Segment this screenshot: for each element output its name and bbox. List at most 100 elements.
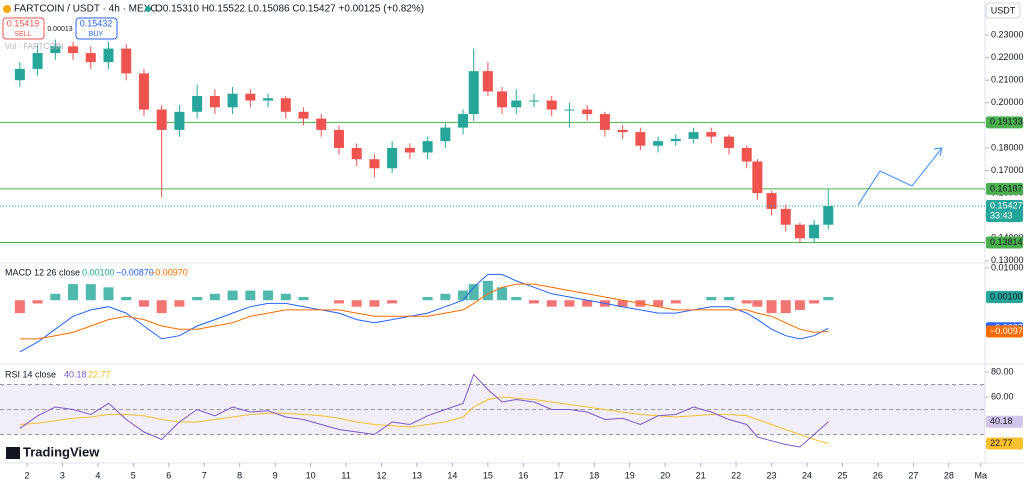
axis-tag: [986, 325, 1023, 338]
axis-tag-countdown: 33:43: [990, 210, 1013, 220]
candle-body: [192, 95, 203, 112]
signal-line: [19, 283, 829, 340]
y-tick-label: 0.18000: [991, 142, 1024, 152]
macd-histogram-bar: [482, 280, 493, 301]
candle-body: [635, 132, 646, 146]
macd-histogram-bar: [582, 300, 593, 307]
candle-body: [369, 159, 380, 169]
macd-histogram-bar: [546, 300, 557, 307]
ohlc: O0.15310 H0.15522 L0.15086 C0.15427 +0.0…: [155, 4, 424, 15]
macd-histogram-bar: [511, 297, 522, 301]
y-tick-label: 60.00: [991, 391, 1014, 401]
axis-tag: [986, 437, 1023, 450]
macd-histogram-bar: [174, 300, 185, 307]
macd-histogram-bar: [387, 300, 398, 304]
macd-histogram-bar: [617, 300, 628, 307]
volume-label: Vol · FARTCOIN: [5, 42, 64, 51]
y-tick-label: 0.20000: [991, 97, 1024, 107]
buy-price: 0.15432: [80, 18, 113, 28]
candle-body: [280, 98, 291, 112]
axis-tag-label: 0.00100: [990, 291, 1023, 301]
macd-histogram-bar: [245, 290, 256, 301]
macd-histogram-bar: [156, 300, 167, 314]
macd-histogram-bar: [32, 300, 43, 304]
sell-price: 0.15419: [7, 18, 40, 28]
macd-histogram-bar: [369, 300, 380, 307]
x-tick-label: 16: [518, 470, 528, 480]
sell-label: SELL: [14, 31, 31, 38]
macd-histogram-bar: [670, 300, 681, 304]
x-tick-label: 6: [166, 470, 171, 480]
candle-body: [50, 46, 61, 54]
macd-histogram-bar: [138, 300, 149, 307]
candle-body: [688, 132, 699, 139]
macd-histogram-bar: [809, 300, 820, 304]
candle-body: [599, 114, 610, 130]
logo: TradingView: [23, 444, 100, 459]
symbol: FARTCOIN / USDT · 4h · MEXC: [14, 4, 158, 15]
macd-histogram-bar: [752, 300, 763, 307]
candle-body: [387, 147, 398, 169]
x-tick-label: 4: [95, 470, 100, 480]
macd-histogram-bar: [780, 300, 791, 314]
rsi-line: [19, 373, 829, 448]
x-tick-label: 13: [412, 470, 422, 480]
candle-body: [794, 224, 805, 239]
currency-button[interactable]: [985, 2, 1021, 19]
candle-body: [706, 132, 717, 137]
macd-histogram-bar: [103, 287, 114, 301]
x-tick-label: 18: [589, 470, 599, 480]
x-tick-label: Ma: [974, 470, 987, 480]
candle-body: [316, 118, 327, 130]
axis-tag-label: 0.15427: [990, 200, 1023, 210]
indicator-title: MACD 12 26 close: [5, 267, 80, 277]
buy-label: BUY: [89, 31, 104, 38]
macd-histogram-bar: [68, 284, 79, 301]
macd-histogram-bar: [85, 284, 96, 301]
axis-tag: [986, 200, 1023, 223]
projection-arrow: [857, 147, 943, 206]
indicator-value: 0.00100: [82, 267, 115, 277]
candle-body: [528, 100, 539, 102]
macd-histogram-bar: [263, 290, 274, 301]
symbol-icon: [3, 5, 11, 13]
macd-histogram-bar: [121, 297, 132, 301]
candle-body: [723, 136, 734, 148]
candle-body: [298, 111, 309, 119]
candle-body: [546, 100, 557, 110]
macd-histogram-bar: [50, 293, 61, 301]
candle-body: [103, 48, 114, 63]
candle-body: [766, 193, 777, 209]
y-tick-label: 0.21000: [991, 75, 1024, 85]
sell-button[interactable]: [2, 17, 45, 40]
y-tick-label: 0.01000: [991, 262, 1024, 272]
candle-body: [138, 73, 149, 110]
candle-body: [404, 147, 415, 153]
candle-body: [617, 129, 628, 133]
x-tick-label: 5: [131, 470, 136, 480]
macd-line: [19, 273, 829, 353]
candle-body: [245, 93, 256, 101]
x-tick-label: 20: [660, 470, 670, 480]
buy-button[interactable]: [75, 17, 118, 40]
candle-body: [263, 98, 274, 101]
axis-tag-label: 0.19133: [990, 117, 1023, 127]
x-tick-label: 23: [767, 470, 777, 480]
x-tick-label: 28: [944, 470, 954, 480]
candle-body: [422, 141, 433, 153]
candle-body: [458, 114, 469, 128]
candle-body: [752, 161, 763, 194]
x-tick-label: 8: [237, 470, 242, 480]
spread: 0.00013: [47, 26, 72, 33]
x-tick-label: 9: [273, 470, 278, 480]
x-tick-label: 19: [625, 470, 635, 480]
candle-body: [121, 48, 132, 74]
candle-body: [440, 127, 451, 142]
axis-tag: [986, 182, 1023, 195]
axis-tag-label: −0.00970: [990, 326, 1024, 336]
axis-tag-label: 0.13814: [990, 237, 1023, 247]
macd-histogram-bar: [458, 290, 469, 301]
logo-icon: [6, 447, 20, 459]
y-tick-label: 0.22000: [991, 52, 1024, 62]
macd-histogram-bar: [192, 297, 203, 301]
